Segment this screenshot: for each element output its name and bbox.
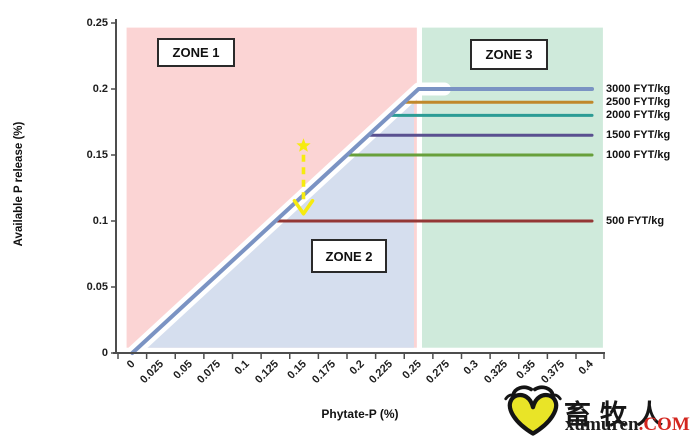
y-tick-label-0.15: 0.15 [86, 149, 108, 161]
zone-3-label-box: ZONE 3 [470, 39, 548, 70]
annotation-star-icon [296, 138, 311, 152]
series-label-1000-fyt-kg: 1000 FYT/kg [606, 149, 671, 161]
zone-3-region [421, 27, 603, 348]
y-tick-label-0.2: 0.2 [92, 83, 108, 95]
watermark-site-text: xumuren.COM [565, 414, 690, 436]
watermark: 畜牧人 xumuren.COM [498, 381, 693, 439]
y-tick-label-0: 0 [101, 347, 108, 359]
annotation-arrowhead-icon [292, 198, 315, 216]
series-label-3000-fyt-kg: 3000 FYT/kg [606, 83, 671, 95]
heart-logo-icon [504, 385, 562, 436]
series-label-1500-fyt-kg: 1500 FYT/kg [606, 129, 671, 142]
y-tick-label-0.1: 0.1 [92, 215, 108, 227]
series-label-2000-fyt-kg: 2000 FYT/kg [606, 109, 671, 122]
watermark-site-tld: .COM [638, 414, 690, 435]
y-tick-label-0.05: 0.05 [86, 281, 108, 293]
y-tick-label-0.25: 0.25 [86, 17, 108, 29]
series-label-500-fyt-kg: 500 FYT/kg [606, 215, 665, 227]
series-label-2500-fyt-kg: 2500 FYT/kg [606, 96, 671, 109]
zone-1-label-box: ZONE 1 [157, 38, 235, 67]
x-axis-title: Phytate-P (%) [321, 407, 399, 421]
y-axis-title: Available P release (%) [13, 121, 25, 247]
line-3000-fyt-kg [130, 87, 595, 355]
zone-2-label-box: ZONE 2 [311, 239, 387, 273]
watermark-chinese-text: 畜牧人 [564, 400, 672, 431]
watermark-site-name: xumuren [565, 414, 639, 435]
